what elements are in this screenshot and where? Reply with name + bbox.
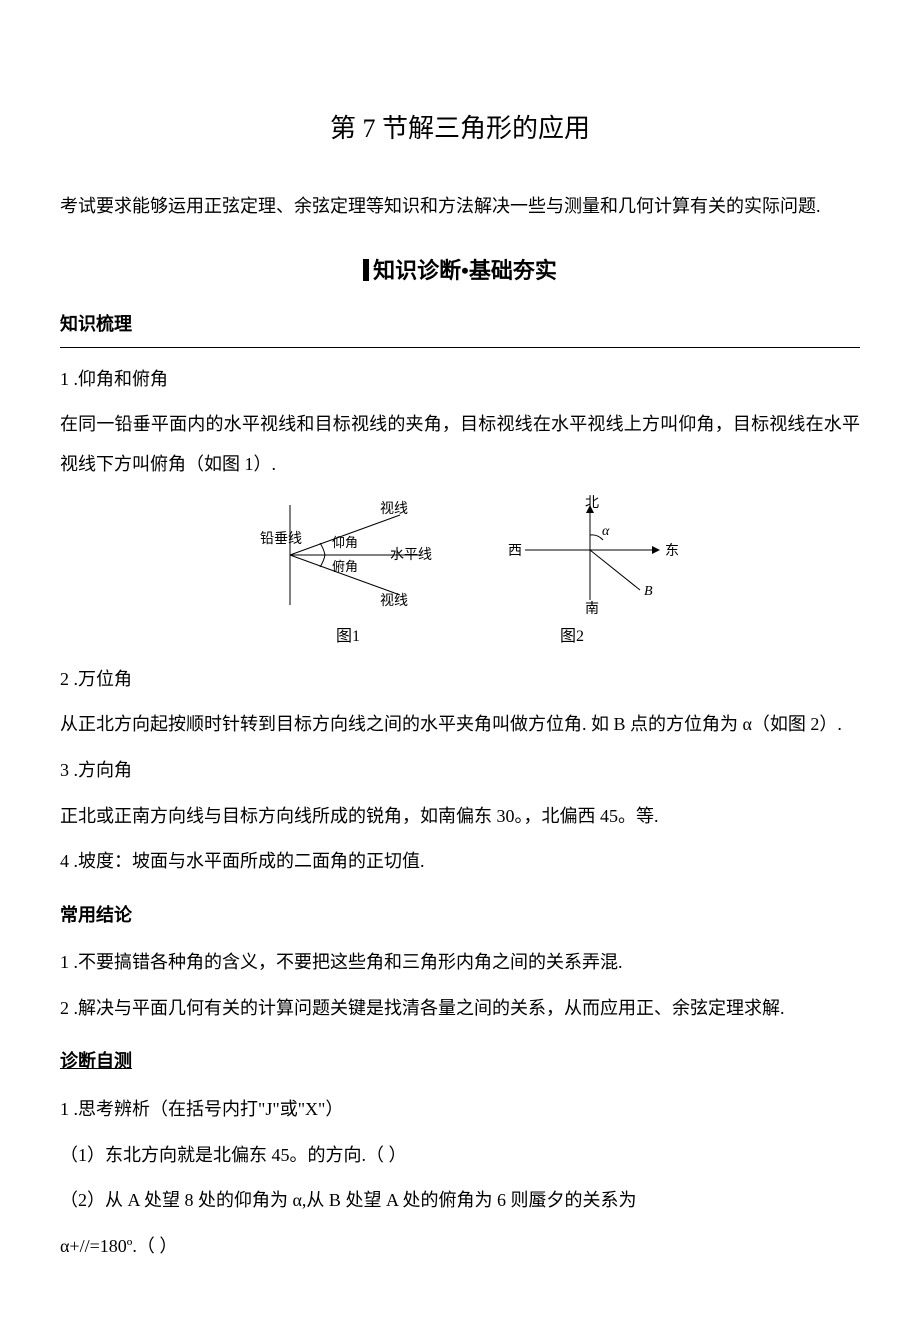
page-title: 第 7 节解三角形的应用 bbox=[60, 100, 860, 157]
figure-caption-row: 图1 图2 bbox=[60, 619, 860, 654]
figure-row: 铅垂线 视线 仰角 俯角 水平线 视线 北 南 东 西 α B bbox=[60, 495, 860, 615]
document-page: 第 7 节解三角形的应用 考试要求能够运用正弦定理、余弦定理等知识和方法解决一些… bbox=[0, 0, 920, 1332]
fig1-lead-label: 铅垂线 bbox=[260, 531, 302, 547]
item-1-body: 在同一铅垂平面内的水平视线和目标视线的夹角，目标视线在水平视线上方叫仰角，目标视… bbox=[60, 405, 860, 484]
section-title-text: 知识诊断•基础夯实 bbox=[373, 258, 557, 283]
item-2-heading: 2 .万位角 bbox=[60, 660, 860, 700]
figure-1: 铅垂线 视线 仰角 俯角 水平线 视线 bbox=[240, 495, 440, 615]
item-1-heading: 1 .仰角和俯角 bbox=[60, 360, 860, 400]
test-question-2b: α+//=180º.（ ） bbox=[60, 1227, 860, 1267]
test-question-2a: （2）从 A 处望 8 处的仰角为 α,从 B 处望 A 处的俯角为 6 则蜃夕… bbox=[60, 1181, 860, 1221]
figure-1-caption: 图1 bbox=[336, 619, 360, 654]
fig1-sight-label-1: 视线 bbox=[380, 501, 408, 517]
fig2-b-label: B bbox=[644, 584, 653, 599]
section-bar-icon bbox=[363, 259, 369, 281]
item-3-heading: 3 .方向角 bbox=[60, 751, 860, 791]
item-4: 4 .坡度：坡面与水平面所成的二面角的正切值. bbox=[60, 842, 860, 882]
fig2-east-label: 东 bbox=[665, 543, 679, 559]
fig2-north-label: 北 bbox=[585, 495, 599, 511]
figure-2: 北 南 东 西 α B bbox=[500, 495, 680, 615]
subheading-knowledge: 知识梳理 bbox=[60, 305, 860, 348]
test-question-1: （1）东北方向就是北偏东 45。的方向.（ ） bbox=[60, 1136, 860, 1176]
figure-2-caption: 图2 bbox=[560, 619, 584, 654]
fig1-up-angle-label: 仰角 bbox=[332, 535, 358, 550]
subheading-self-test: 诊断自测 bbox=[60, 1042, 860, 1082]
section-title: 知识诊断•基础夯实 bbox=[60, 247, 860, 295]
test-heading: 1 .思考辨析（在括号内打"J"或"X"） bbox=[60, 1090, 860, 1130]
fig2-west-label: 西 bbox=[508, 544, 522, 559]
conclusion-2: 2 .解决与平面几何有关的计算问题关键是找清各量之间的关系，从而应用正、余弦定理… bbox=[60, 989, 860, 1029]
subheading-conclusions: 常用结论 bbox=[60, 896, 860, 936]
conclusion-1: 1 .不要搞错各种角的含义，不要把这些角和三角形内角之间的关系弄混. bbox=[60, 943, 860, 983]
fig1-down-angle-label: 俯角 bbox=[332, 559, 358, 574]
fig1-horizon-label: 水平线 bbox=[390, 547, 432, 563]
intro-paragraph: 考试要求能够运用正弦定理、余弦定理等知识和方法解决一些与测量和几何计算有关的实际… bbox=[60, 187, 860, 227]
fig2-south-label: 南 bbox=[585, 601, 599, 615]
item-3-body: 正北或正南方向线与目标方向线所成的锐角，如南偏东 30。，北偏西 45。等. bbox=[60, 797, 860, 837]
item-2-body: 从正北方向起按顺时针转到目标方向线之间的水平夹角叫做方位角. 如 B 点的方位角… bbox=[60, 705, 860, 745]
fig2-alpha-label: α bbox=[602, 524, 610, 539]
fig1-sight-label-2: 视线 bbox=[380, 593, 408, 609]
